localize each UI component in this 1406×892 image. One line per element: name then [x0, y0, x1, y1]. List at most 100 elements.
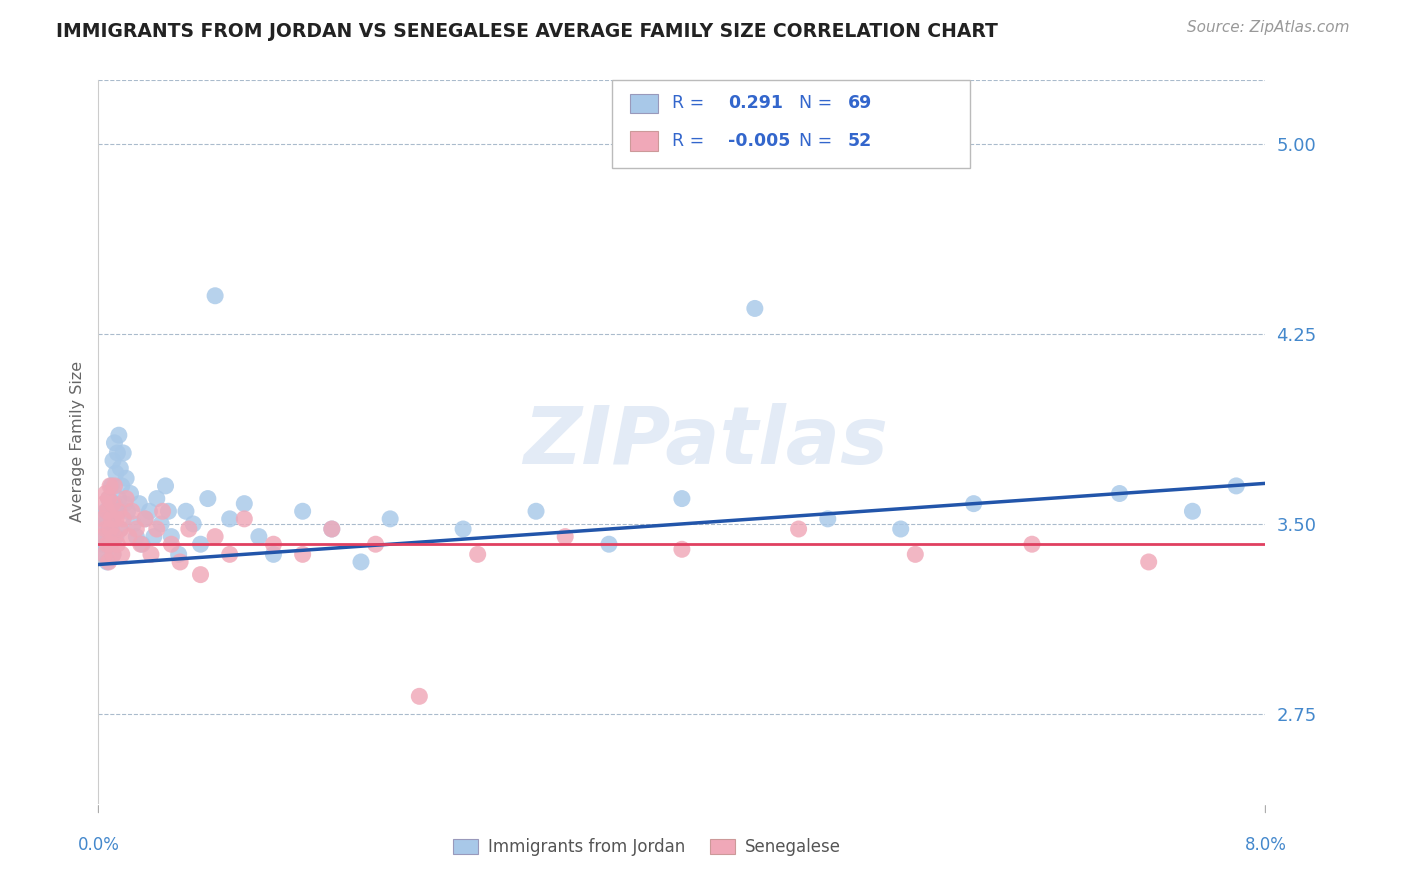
Point — [321, 522, 343, 536]
Point — [101, 547, 124, 561]
Point — [128, 497, 150, 511]
Point — [111, 547, 134, 561]
Point — [408, 690, 430, 704]
Point — [103, 530, 125, 544]
Point — [744, 301, 766, 316]
Point — [97, 522, 120, 536]
Point — [101, 453, 124, 467]
Point — [103, 497, 125, 511]
Point — [131, 537, 153, 551]
Point — [291, 547, 314, 561]
Point — [101, 547, 124, 561]
Point — [174, 504, 197, 518]
Point — [100, 479, 122, 493]
Y-axis label: Average Family Size: Average Family Size — [69, 361, 84, 522]
Point — [467, 547, 489, 561]
Point — [233, 497, 256, 511]
Point — [554, 530, 576, 544]
Point — [152, 504, 174, 518]
Point — [218, 512, 240, 526]
Point — [96, 537, 118, 551]
Point — [598, 537, 620, 551]
Point — [160, 537, 183, 551]
Point — [247, 530, 270, 544]
Point — [139, 547, 162, 561]
Point — [118, 530, 141, 544]
Point — [100, 512, 122, 526]
Point — [98, 479, 121, 493]
Point — [155, 479, 177, 493]
Point — [146, 491, 169, 506]
Point — [524, 504, 547, 518]
Point — [169, 555, 191, 569]
Point — [90, 530, 112, 544]
Point — [146, 522, 169, 536]
Point — [93, 547, 115, 561]
Point — [104, 467, 127, 481]
Point — [291, 504, 314, 518]
Point — [962, 497, 984, 511]
Point — [120, 486, 142, 500]
Point — [94, 522, 117, 536]
Point — [104, 512, 127, 526]
Text: -0.005: -0.005 — [728, 132, 790, 150]
Point — [96, 512, 118, 526]
Point — [150, 516, 173, 531]
Point — [110, 522, 132, 536]
Text: N =: N = — [799, 95, 832, 112]
Point — [350, 555, 373, 569]
Point — [218, 547, 240, 561]
Point — [817, 512, 839, 526]
Point — [93, 547, 115, 561]
Point — [129, 537, 152, 551]
Point — [190, 537, 212, 551]
Point — [181, 516, 204, 531]
Point — [157, 504, 180, 518]
Point — [890, 522, 912, 536]
Point — [108, 428, 131, 442]
Point — [233, 512, 256, 526]
Text: N =: N = — [799, 132, 832, 150]
Point — [114, 497, 136, 511]
Point — [190, 567, 212, 582]
Point — [98, 504, 121, 518]
Point — [97, 491, 120, 506]
Point — [112, 446, 135, 460]
Point — [110, 461, 132, 475]
Point — [122, 516, 145, 531]
Point — [97, 491, 120, 506]
Point — [101, 512, 124, 526]
Point — [98, 522, 121, 536]
Point — [100, 522, 122, 536]
Point — [94, 486, 117, 500]
Point — [167, 547, 190, 561]
Point — [93, 516, 115, 531]
Text: 0.0%: 0.0% — [77, 836, 120, 854]
Point — [105, 446, 128, 460]
Point — [671, 491, 693, 506]
Point — [96, 504, 118, 518]
Point — [112, 512, 135, 526]
Text: 8.0%: 8.0% — [1244, 836, 1286, 854]
Point — [204, 530, 226, 544]
Point — [364, 537, 387, 551]
Point — [380, 512, 402, 526]
Point — [115, 491, 138, 506]
Point — [108, 491, 131, 506]
Point — [96, 555, 118, 569]
Point — [98, 537, 121, 551]
Point — [1181, 504, 1204, 518]
Point — [104, 530, 127, 544]
Point — [105, 504, 128, 518]
Text: R =: R = — [672, 95, 704, 112]
Text: 69: 69 — [848, 95, 872, 112]
Point — [177, 522, 200, 536]
Point — [262, 547, 284, 561]
Text: Source: ZipAtlas.com: Source: ZipAtlas.com — [1187, 20, 1350, 35]
Text: R =: R = — [672, 132, 704, 150]
Point — [1021, 537, 1043, 551]
Point — [91, 512, 114, 526]
Text: 0.291: 0.291 — [728, 95, 783, 112]
Point — [142, 530, 165, 544]
Point — [117, 504, 139, 518]
